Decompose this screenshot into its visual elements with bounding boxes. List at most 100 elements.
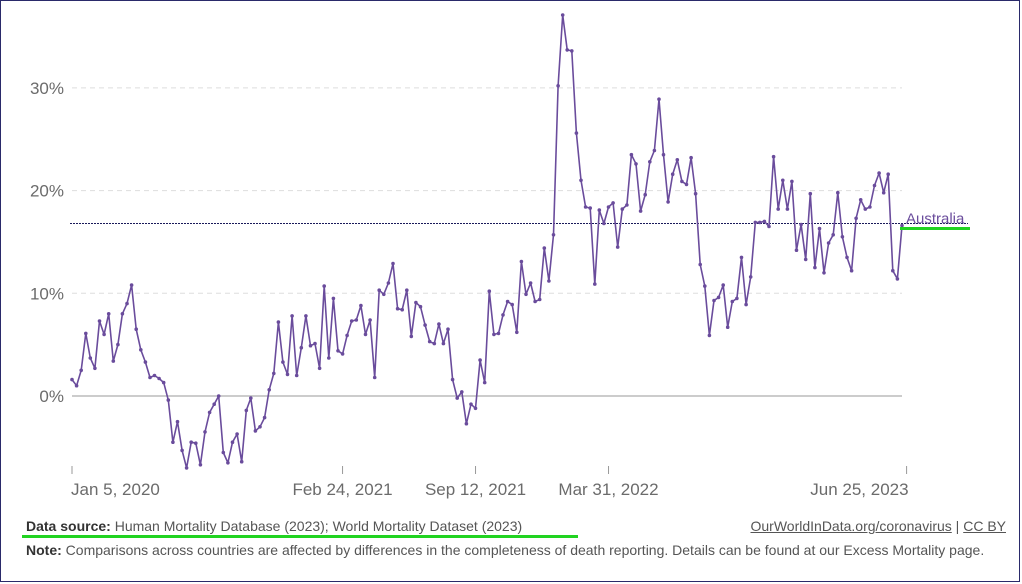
- data-point: [652, 148, 657, 153]
- data-point: [794, 248, 799, 252]
- data-point: [762, 219, 767, 224]
- series-label-australia[interactable]: Australia: [906, 211, 965, 228]
- data-point: [895, 277, 900, 281]
- data-point: [418, 304, 423, 309]
- data-point: [542, 246, 547, 250]
- data-point: [460, 390, 464, 394]
- data-point: [161, 380, 166, 385]
- data-point: [299, 345, 304, 350]
- data-point: [891, 268, 895, 273]
- data-point: [285, 372, 290, 377]
- license-link[interactable]: CC BY: [963, 518, 1006, 534]
- data-point: [707, 333, 712, 338]
- data-point: [148, 375, 152, 380]
- data-point: [437, 322, 441, 326]
- data-point: [139, 348, 143, 352]
- data-point: [482, 380, 487, 385]
- data-point: [212, 402, 216, 407]
- data-point: [405, 288, 409, 293]
- data-point: [597, 208, 602, 212]
- data-point: [496, 331, 501, 336]
- data-point: [560, 13, 565, 17]
- data-point: [84, 331, 88, 336]
- data-point: [547, 279, 551, 283]
- data-point: [327, 356, 331, 360]
- data-point: [877, 171, 881, 175]
- data-point: [446, 327, 450, 332]
- data-point: [657, 97, 661, 101]
- data-point: [863, 207, 868, 211]
- data-point: [519, 259, 524, 264]
- series-line-australia[interactable]: [71, 14, 903, 469]
- y-tick-label: 10%: [30, 284, 64, 303]
- data-point: [886, 172, 890, 176]
- data-point: [189, 440, 193, 445]
- data-point: [634, 162, 638, 166]
- data-point: [175, 419, 180, 424]
- data-point: [267, 388, 272, 392]
- x-tick-label: Jan 5, 2020: [71, 480, 160, 499]
- data-source: Data source: Human Mortality Database (2…: [26, 518, 522, 534]
- data-point: [790, 179, 794, 184]
- data-source-link[interactable]: Human Mortality Database (2023); World M…: [114, 518, 523, 534]
- data-point: [858, 198, 863, 202]
- data-point: [262, 415, 267, 420]
- data-point: [290, 314, 294, 318]
- data-point: [579, 178, 583, 183]
- data-point: [716, 295, 721, 300]
- data-point: [331, 296, 336, 301]
- data-point: [900, 223, 904, 228]
- data-point: [93, 366, 97, 371]
- x-tick-label: Sep 12, 2021: [425, 480, 526, 499]
- data-point: [120, 312, 125, 316]
- data-point: [849, 268, 854, 273]
- data-point: [478, 358, 482, 362]
- data-source-label: Data source:: [26, 518, 111, 534]
- data-source-highlight: [22, 535, 578, 538]
- data-point: [620, 207, 625, 211]
- data-point: [276, 320, 281, 324]
- site-attribution: OurWorldInData.org/coronavirus | CC BY: [751, 518, 1007, 534]
- data-point: [382, 292, 386, 297]
- data-point: [239, 459, 244, 464]
- data-point: [143, 360, 148, 364]
- data-point: [102, 332, 106, 337]
- data-point: [602, 221, 606, 226]
- separator: |: [955, 518, 960, 534]
- data-point: [359, 303, 363, 308]
- site-link[interactable]: OurWorldInData.org/coronavirus: [750, 518, 952, 534]
- data-point: [854, 216, 858, 221]
- data-point: [317, 366, 322, 371]
- data-point: [88, 356, 93, 360]
- data-point: [74, 383, 79, 388]
- data-point: [758, 220, 762, 225]
- data-point: [721, 283, 725, 287]
- data-point: [322, 284, 327, 288]
- data-point: [881, 190, 886, 195]
- data-point: [368, 318, 372, 322]
- data-point: [537, 297, 542, 302]
- data-point: [799, 222, 803, 227]
- data-point: [492, 332, 496, 337]
- data-point: [803, 257, 808, 262]
- data-point: [125, 301, 129, 306]
- y-tick-label: 20%: [30, 182, 64, 201]
- data-point: [216, 394, 221, 398]
- data-point: [207, 410, 212, 415]
- data-point: [661, 152, 666, 157]
- data-point: [423, 323, 427, 327]
- data-points: [70, 13, 904, 470]
- data-point: [817, 226, 822, 231]
- data-point: [648, 160, 652, 164]
- data-point: [570, 49, 574, 53]
- data-point: [116, 342, 120, 347]
- data-point: [281, 360, 285, 364]
- data-point: [533, 299, 537, 304]
- data-point: [771, 154, 776, 159]
- data-point: [638, 209, 643, 213]
- data-point: [510, 302, 514, 307]
- data-point: [414, 300, 418, 305]
- data-point: [753, 220, 758, 225]
- data-point: [813, 265, 817, 270]
